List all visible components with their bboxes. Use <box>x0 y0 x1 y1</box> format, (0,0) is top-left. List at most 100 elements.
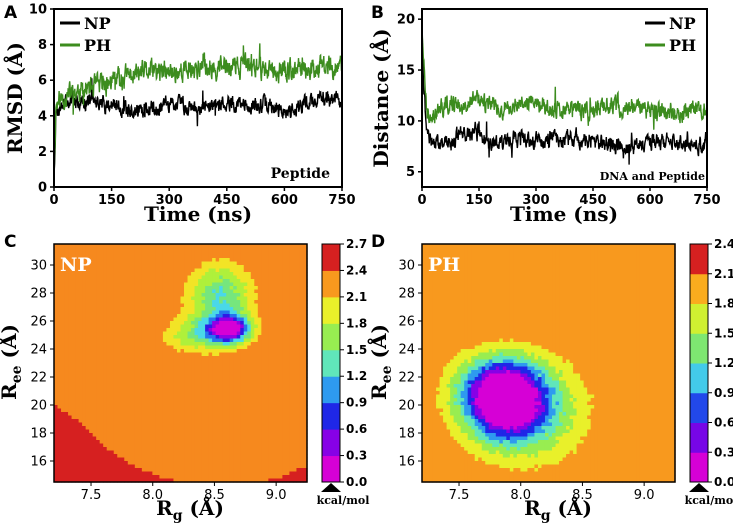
np-map-cell <box>110 279 115 284</box>
np-map-cell <box>138 433 143 438</box>
np-map-cell <box>68 335 73 340</box>
np-map-cell <box>85 457 90 462</box>
np-map-cell <box>68 394 73 399</box>
np-map-cell <box>145 356 150 361</box>
np-map-cell <box>201 471 206 476</box>
np-map-cell <box>124 412 129 417</box>
np-map-cell <box>282 331 287 336</box>
np-map-cell <box>184 426 189 431</box>
np-map-cell <box>106 373 111 378</box>
np-map-cell <box>289 359 294 364</box>
np-map-cell <box>212 303 217 308</box>
np-map-cell <box>68 310 73 315</box>
np-map-cell <box>120 471 125 476</box>
np-map-cell <box>131 338 136 343</box>
np-map-cell <box>110 342 115 347</box>
np-map-cell <box>285 324 291 329</box>
np-map-cell <box>264 247 269 252</box>
np-map-cell <box>57 468 62 473</box>
np-map-cell <box>173 331 178 336</box>
np-map-cell <box>169 293 175 298</box>
np-map-cell <box>184 454 189 459</box>
np-map-cell <box>194 429 199 434</box>
np-map-cell <box>299 370 305 375</box>
np-map-cell <box>250 471 255 476</box>
np-map-cell <box>240 377 245 382</box>
np-map-cell <box>89 300 94 305</box>
np-map-cell <box>229 345 234 350</box>
np-map-cell <box>278 349 283 354</box>
np-map-cell <box>145 440 150 445</box>
np-map-cell <box>212 272 217 277</box>
np-map-cell <box>271 366 276 371</box>
np-map-cell <box>159 317 164 322</box>
np-map-cell <box>208 405 213 410</box>
distance-xtick-label: 600 <box>636 193 663 208</box>
np-map-cell <box>243 370 248 375</box>
np-map-cell <box>194 422 199 427</box>
np-map-cell <box>159 247 164 252</box>
np-map-cell <box>299 443 305 448</box>
np-map-cell <box>89 412 94 417</box>
np-map-cell <box>120 254 125 259</box>
np-map-cell <box>194 468 199 473</box>
np-map-cell <box>261 370 266 375</box>
np-map-cell <box>278 447 283 452</box>
np-map-cell <box>296 370 301 375</box>
np-map-cell <box>173 478 178 483</box>
np-map-cell <box>303 244 308 249</box>
np-map-cell <box>271 422 276 427</box>
np-map-cell <box>219 244 224 249</box>
np-map-cell <box>120 373 125 378</box>
np-map-cell <box>103 317 108 322</box>
np-map-cell <box>92 349 97 354</box>
np-map-cell <box>57 377 62 382</box>
np-map-cell <box>120 433 125 438</box>
np-map-cell <box>127 454 132 459</box>
np-map-cell <box>61 475 66 480</box>
np-map-cell <box>233 405 238 410</box>
np-map-cell <box>264 272 269 277</box>
np-map-cell <box>78 408 83 413</box>
np-map-cell <box>292 440 298 445</box>
np-map-cell <box>282 464 287 469</box>
np-map-cell <box>226 335 231 340</box>
np-map-cell <box>54 471 59 476</box>
np-map-cell <box>282 370 287 375</box>
np-map-cell <box>166 461 171 466</box>
np-map-cell <box>134 356 139 361</box>
np-map-cell <box>275 300 280 305</box>
np-map-cell <box>166 265 171 270</box>
np-map-cell <box>198 254 203 259</box>
np-map-cell <box>212 405 217 410</box>
np-map-cell <box>162 296 168 301</box>
np-map-cell <box>289 468 294 473</box>
np-map-cell <box>166 464 171 469</box>
np-map-cell <box>205 447 210 452</box>
np-map-cell <box>271 457 276 462</box>
np-map-cell <box>166 247 171 252</box>
np-map-cell <box>166 478 171 483</box>
np-map-cell <box>201 366 206 371</box>
np-map-cell <box>176 300 182 305</box>
np-map-cell <box>89 321 94 326</box>
np-map-cell <box>145 468 150 473</box>
np-map-cell <box>215 415 220 420</box>
np-map-cell <box>205 359 210 364</box>
np-map-cell <box>134 401 139 406</box>
np-map-cell <box>159 328 164 333</box>
np-map-cell <box>57 373 62 378</box>
np-map-cell <box>159 286 164 291</box>
np-map-cell <box>198 415 203 420</box>
np-map-cell <box>191 387 196 392</box>
np-map-cell <box>187 331 192 336</box>
np-map-cell <box>169 471 175 476</box>
np-map-cell <box>268 324 273 329</box>
np-colorbar-segment <box>322 376 340 404</box>
np-map-cell <box>92 275 97 280</box>
np-map-cell <box>92 268 97 273</box>
np-map-cell <box>92 461 97 466</box>
np-map-cell <box>124 293 129 298</box>
np-map-cell <box>219 303 224 308</box>
np-map-cell <box>173 464 178 469</box>
